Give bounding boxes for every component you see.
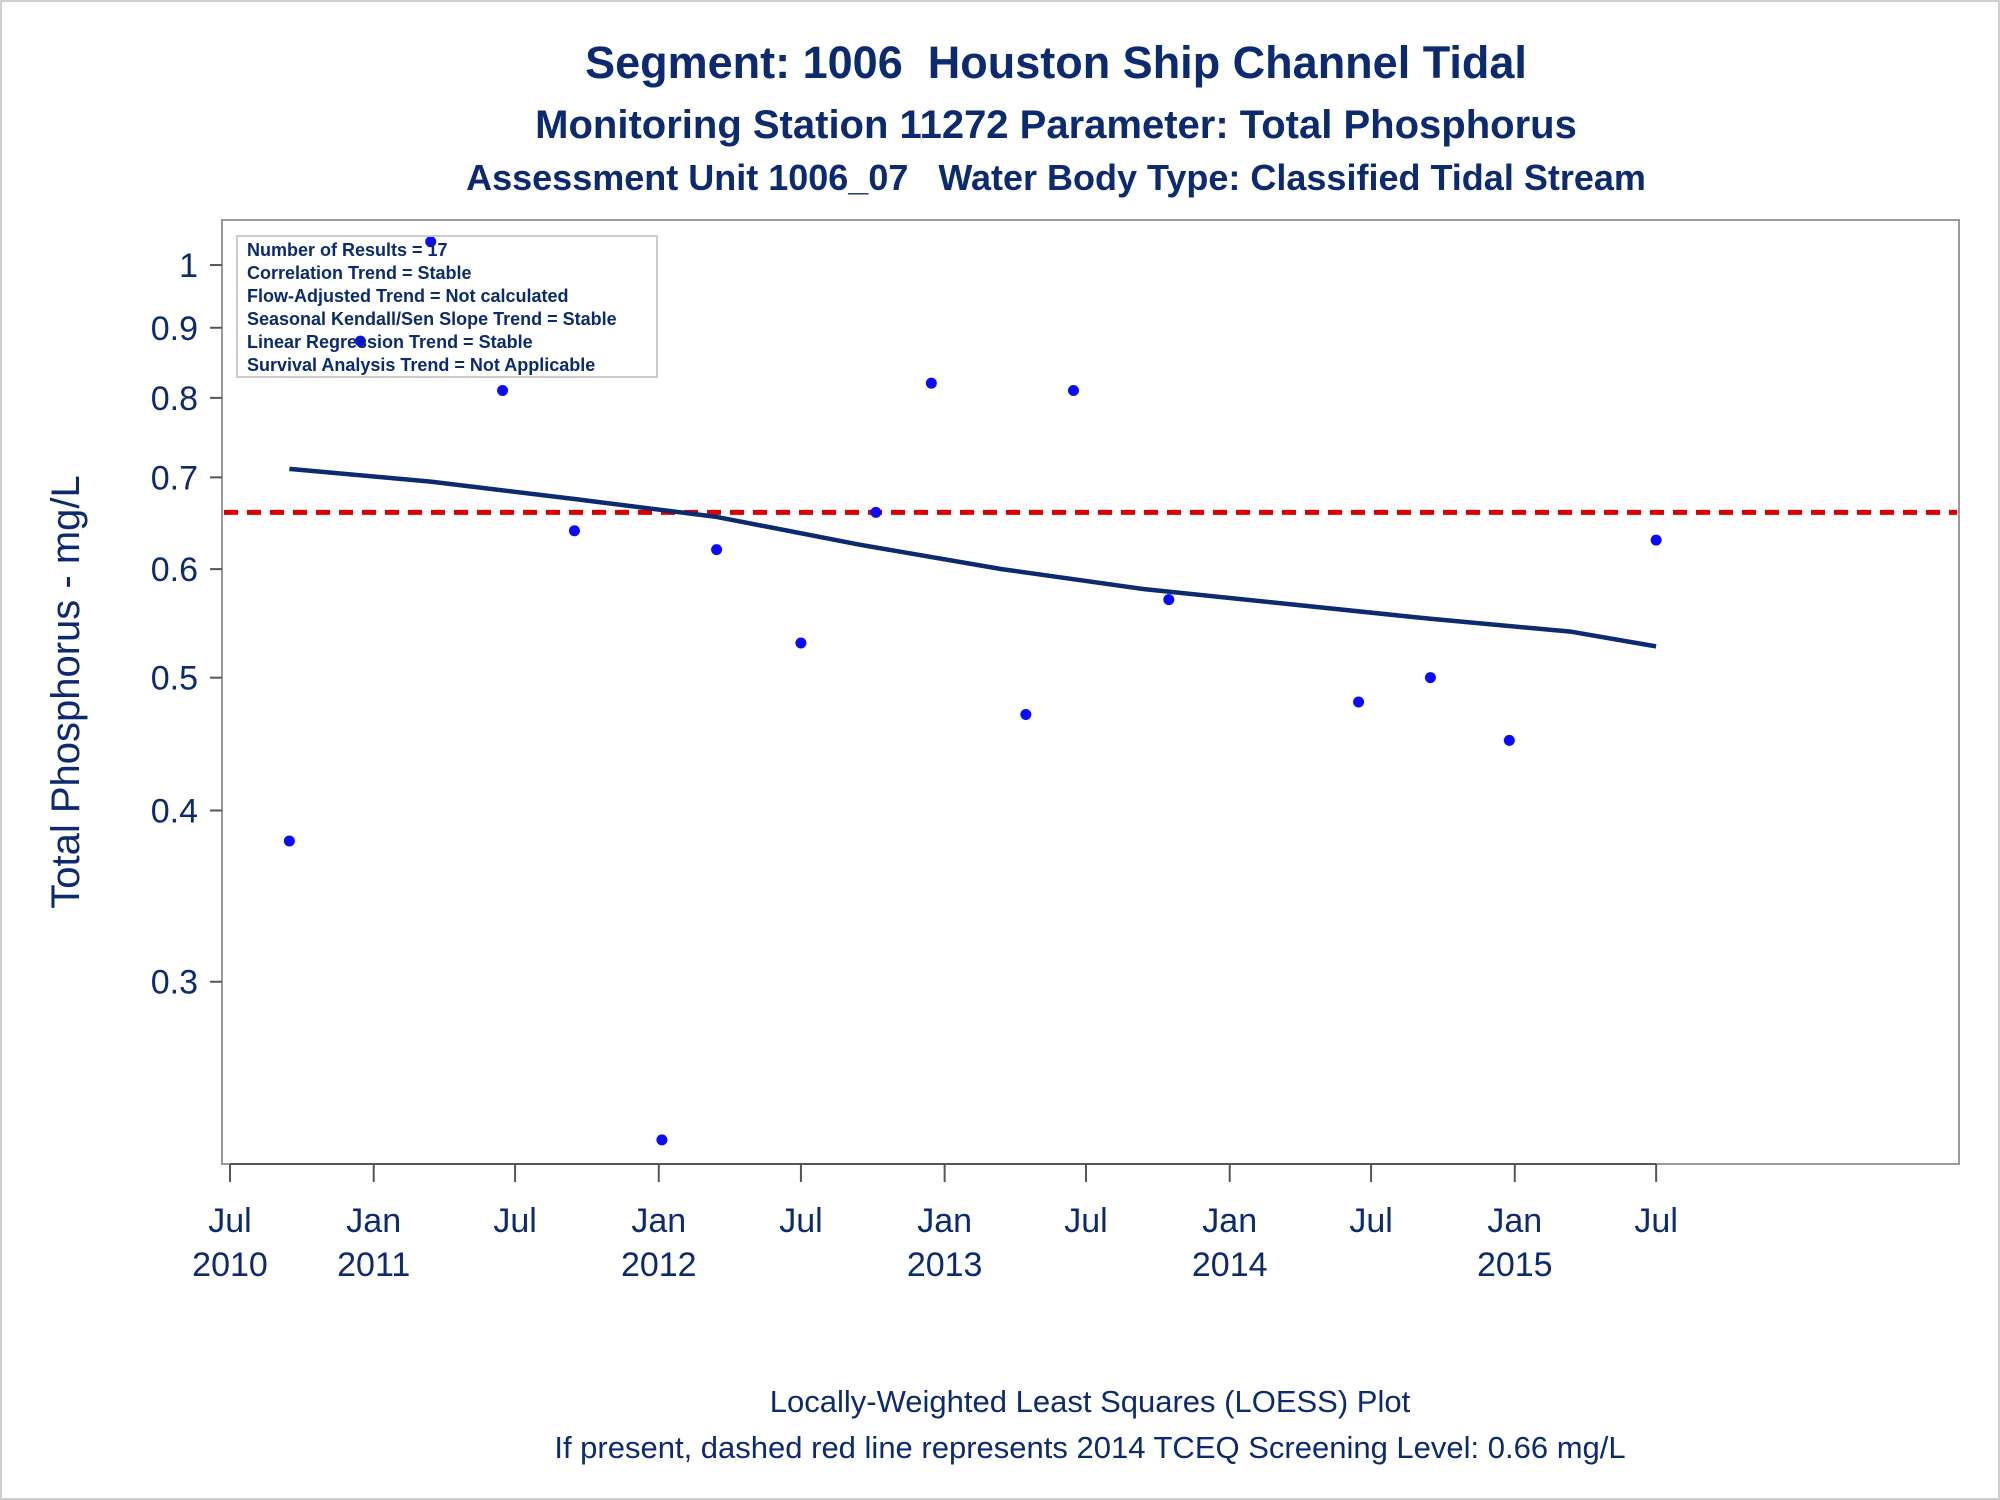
stats-box: Number of Results = 17 Correlation Trend … [236, 235, 658, 378]
chart-subtitle-2: Assessment Unit 1006_07 Water Body Type:… [466, 157, 1646, 198]
y-tick-label: 0.9 [151, 310, 198, 348]
y-tick-label: 1 [179, 247, 198, 285]
data-point [711, 544, 723, 556]
x-tick-label-year: 2013 [907, 1246, 983, 1284]
x-tick-label-year: 2011 [337, 1246, 410, 1284]
stats-box-line: Number of Results = 17 [247, 240, 448, 260]
x-tick-label-month: Jan [346, 1202, 401, 1240]
loess-trend-line [289, 466, 1657, 649]
x-tick-label-year: 2014 [1192, 1246, 1268, 1284]
stats-box-border [236, 235, 658, 378]
data-point [1503, 734, 1515, 746]
y-tick-label: 0.6 [151, 551, 198, 589]
footnote-1: Locally-Weighted Least Squares (LOESS) P… [770, 1384, 1411, 1419]
data-point [1068, 384, 1080, 396]
data-point [1163, 594, 1175, 606]
x-tick-label-month: Jul [1349, 1202, 1392, 1240]
stats-box-line: Flow-Adjusted Trend = Not calculated [247, 286, 569, 306]
data-point [1424, 672, 1436, 684]
y-tick-label: 0.7 [151, 459, 198, 497]
y-tick-label: 0.5 [151, 660, 198, 698]
chart-title: Segment: 1006 Houston Ship Channel Tidal [585, 37, 1527, 88]
x-axis: Jul 2010 Jan 2011 Jul Jan 2012 Jul Jan 2013 Jul Jan… [192, 1163, 1678, 1284]
y-axis: 0.3 0.4 0.5 0.6 0.7 0.8 0.9 1 [151, 247, 222, 1002]
stats-box-line: Seasonal Kendall/Sen Slope Trend = Stabl… [247, 309, 617, 329]
chart-subtitle: Monitoring Station 11272 Parameter: Tota… [535, 103, 1577, 147]
stats-box-line: Correlation Trend = Stable [247, 263, 472, 283]
data-point [568, 525, 580, 537]
stats-box-line: Linear Regression Trend = Stable [247, 332, 533, 352]
data-point [1650, 534, 1662, 546]
data-point [497, 384, 509, 396]
trend-line-group [289, 466, 1657, 649]
data-points [283, 236, 1662, 1146]
data-point [1353, 696, 1365, 708]
y-axis-label: Total Phosphorus - mg/L [44, 475, 88, 909]
data-point [795, 637, 807, 649]
data-point [656, 1134, 668, 1146]
y-tick-label: 0.8 [151, 380, 198, 418]
x-tick-label-month: Jul [1064, 1202, 1107, 1240]
stats-box-line: Survival Analysis Trend = Not Applicable [247, 355, 595, 375]
x-tick-label-month: Jul [1634, 1202, 1677, 1240]
x-tick-label-month: Jan [1487, 1202, 1542, 1240]
data-point [870, 506, 882, 518]
x-tick-label-year: 2012 [621, 1246, 697, 1284]
x-tick-label-year: 2010 [192, 1246, 268, 1284]
footnote-2: If present, dashed red line represents 2… [554, 1430, 1625, 1465]
x-tick-label-month: Jul [208, 1202, 251, 1240]
data-point [925, 377, 937, 389]
x-tick-label-month: Jul [493, 1202, 536, 1240]
x-tick-label-month: Jul [779, 1202, 822, 1240]
data-point [354, 335, 366, 347]
x-tick-label-month: Jan [1202, 1202, 1257, 1240]
x-tick-label-month: Jan [631, 1202, 686, 1240]
y-tick-label: 0.4 [151, 792, 198, 830]
data-point [1020, 708, 1032, 720]
x-tick-label-year: 2015 [1477, 1246, 1553, 1284]
x-tick-label-month: Jan [917, 1202, 972, 1240]
data-point [425, 236, 437, 248]
y-tick-label: 0.3 [151, 964, 198, 1002]
data-point [283, 835, 295, 847]
